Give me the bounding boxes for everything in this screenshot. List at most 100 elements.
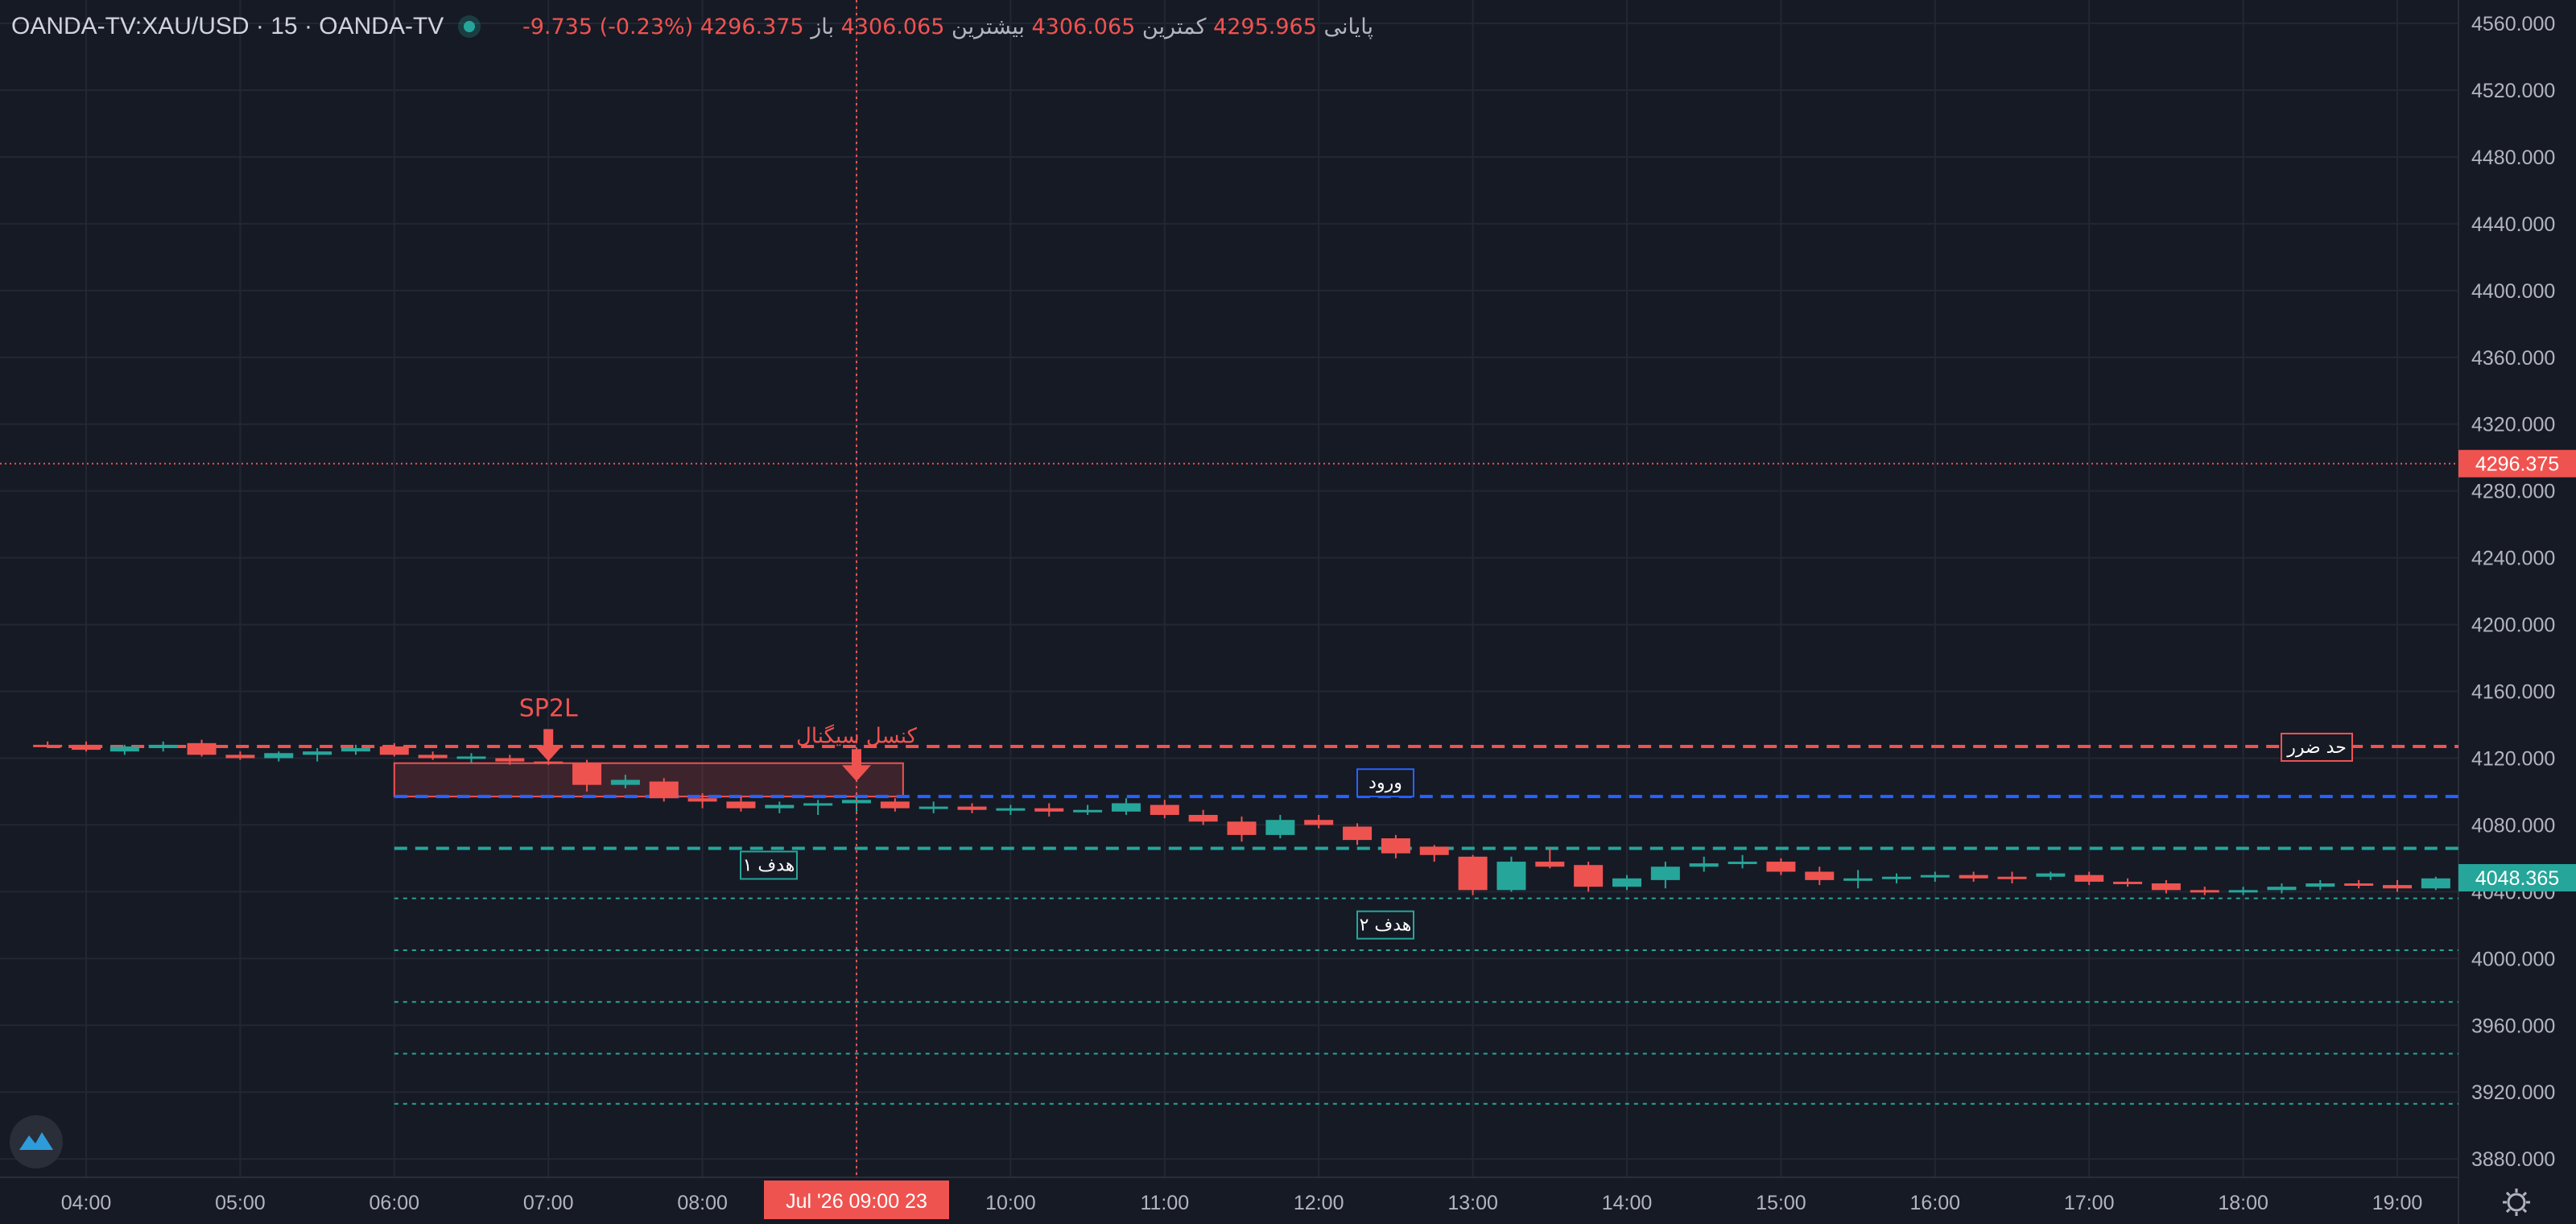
candle[interactable] [765,801,795,813]
candle[interactable] [2151,879,2181,894]
candle-body [1265,820,1295,835]
candle[interactable] [649,778,679,802]
candle[interactable] [264,751,294,762]
candle[interactable] [495,755,525,765]
price-axis[interactable]: 4560.000 4520.000 4480.000 4440.000 4400.000… [2471,13,2555,1171]
candle[interactable] [1227,817,1257,842]
level-label-box-target1 [740,850,798,880]
candle[interactable] [1458,854,1488,895]
candle-body [726,801,756,808]
candle[interactable] [1535,848,1565,869]
candle[interactable] [919,801,948,813]
candle[interactable] [148,741,178,752]
gear-tooth [2522,1208,2528,1214]
price-tick-label: 4440.000 [2471,213,2555,236]
candle[interactable] [1997,871,2027,884]
level-label-box-target2 [1356,910,1414,940]
candle[interactable] [1304,814,1334,829]
candle[interactable] [2383,879,2412,892]
candle[interactable] [456,753,486,763]
candle[interactable] [1728,854,1757,869]
price-tick-label: 4560.000 [2471,13,2555,35]
candle[interactable] [225,751,255,760]
candle[interactable] [1150,800,1179,819]
candle[interactable] [957,803,987,813]
ohlc-part: باز [809,14,840,39]
symbol-title[interactable]: OANDA-TV:XAU/USD · 15 · OANDA-TV [11,13,444,39]
candle[interactable] [418,751,448,760]
candle[interactable] [687,793,717,808]
candle[interactable] [610,775,640,788]
signal-arrow-shaft [543,729,554,747]
candle[interactable] [341,744,370,755]
candle[interactable] [1111,798,1141,815]
time-axis[interactable]: 04:00 05:00 06:00 07:00 08:00 10:00 11:00 12:00… [61,1192,2423,1214]
candle[interactable] [726,796,756,812]
candle[interactable] [303,748,332,762]
candle[interactable] [1689,856,1719,872]
candle[interactable] [1381,834,1410,858]
candle[interactable] [1419,845,1449,862]
candle[interactable] [803,800,833,815]
candle[interactable] [1959,871,1988,882]
candle[interactable] [1265,814,1295,839]
candle-body [2036,873,2066,877]
candle[interactable] [880,798,910,812]
candle[interactable] [1920,871,1950,882]
symbol-legend[interactable]: OANDA-TV:XAU/USD · 15 · OANDA-TV -9.735 (… [11,13,1373,39]
candle-body [1304,820,1334,825]
candle[interactable] [1612,875,1641,891]
candle[interactable] [1843,870,1873,889]
candle[interactable] [1073,804,1103,815]
candle[interactable] [109,744,139,755]
price-tick-label: 4000.000 [2471,948,2555,970]
signal-label: SP2L [519,694,578,722]
candle[interactable] [1574,862,1604,892]
candle-body [2344,883,2374,887]
candle[interactable] [1805,866,1835,886]
candle[interactable] [1034,803,1064,817]
candle-body [225,755,255,759]
candle-body [880,801,910,808]
settings-gear-icon[interactable] [2503,1189,2530,1216]
candle[interactable] [2190,887,2219,895]
candle[interactable] [1496,856,1526,892]
candle[interactable] [33,741,63,749]
candle-body [2190,890,2219,893]
candle[interactable] [2267,883,2297,894]
candle[interactable] [2228,887,2258,895]
logo-circle [10,1115,63,1168]
ohlc-part [693,14,700,39]
candle[interactable] [2036,871,2066,880]
candle[interactable] [1188,809,1218,825]
candle[interactable] [2113,878,2143,887]
candle[interactable] [72,741,101,752]
candle[interactable] [2421,876,2450,891]
candle[interactable] [1766,858,1796,875]
candle-body [379,746,409,755]
candle[interactable] [1343,823,1373,846]
candle-body [1496,862,1526,891]
price-badge [2458,449,2576,478]
price-badge-label: 4048.365 [2475,867,2559,890]
candle[interactable] [187,739,217,757]
candle[interactable] [379,742,409,757]
candle[interactable] [2344,879,2374,889]
candle-body [1920,875,1950,878]
candle-body [187,742,217,755]
level-label-entry: ورود [1368,773,1402,793]
gear-tooth [2505,1191,2511,1197]
price-tick-label: 4120.000 [2471,747,2555,770]
candle[interactable] [2306,879,2335,891]
candle[interactable] [572,759,602,792]
candle[interactable] [1650,862,1680,889]
candle[interactable] [2074,871,2104,886]
time-tick-label: 16:00 [1910,1192,1961,1214]
candle[interactable] [996,804,1026,815]
tradingview-logo[interactable] [10,1115,63,1168]
candle[interactable] [1881,873,1911,884]
signal-arrow-shaft [852,749,861,767]
gear-tooth [2522,1191,2528,1197]
